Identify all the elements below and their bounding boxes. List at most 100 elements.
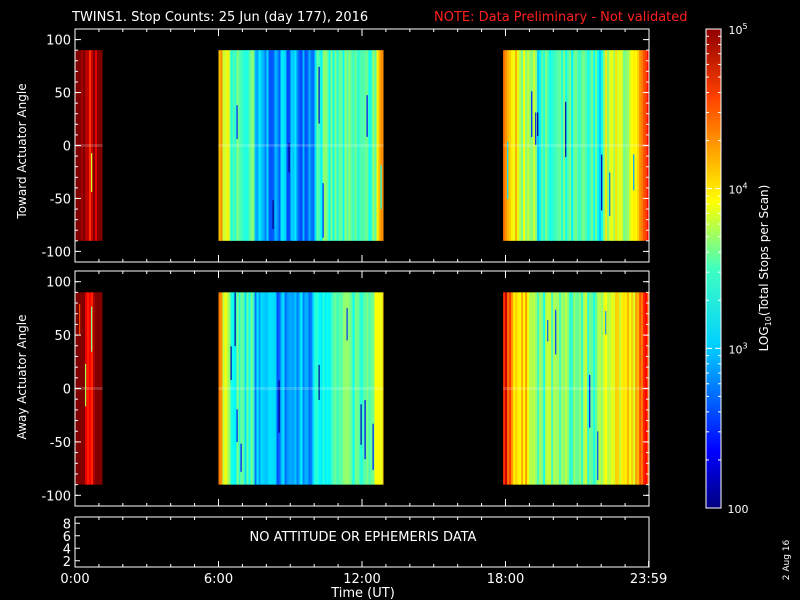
heatmap-column xyxy=(97,292,100,485)
heatmap-column xyxy=(599,292,602,485)
heatmap-column xyxy=(218,292,222,485)
heatmap-column xyxy=(306,292,310,485)
heatmap-streak xyxy=(240,443,242,472)
heatmap-column xyxy=(358,50,362,241)
heatmap-column xyxy=(85,50,88,241)
heatmap-column xyxy=(641,50,644,241)
heatmap-column xyxy=(244,50,248,241)
heatmap-column xyxy=(601,50,604,241)
heatmap-column xyxy=(629,50,632,241)
heatmap-column xyxy=(258,292,262,485)
bottom-y-tick-label: 4 xyxy=(63,542,71,557)
colorbar-tick-label: 103 xyxy=(728,341,747,356)
heatmap-column xyxy=(521,50,524,241)
y-tick-label: 50 xyxy=(54,87,71,102)
heatmap-column xyxy=(316,292,320,485)
heatmap-column xyxy=(238,50,242,241)
colorbar-frame xyxy=(705,28,722,509)
heatmap-column xyxy=(561,50,564,241)
heatmap-column xyxy=(515,50,518,241)
heatmap-column xyxy=(326,50,330,241)
heatmap-column xyxy=(376,292,380,485)
heatmap-column xyxy=(633,50,636,241)
heatmap-column xyxy=(348,292,352,485)
heatmap-column xyxy=(585,292,588,485)
heatmap-column xyxy=(639,50,642,241)
heatmap-column xyxy=(559,50,562,241)
heatmap-column xyxy=(581,292,584,485)
heatmap-column xyxy=(639,292,642,485)
heatmap-column xyxy=(382,50,384,241)
heatmap-column xyxy=(380,292,384,485)
heatmap-column xyxy=(320,50,324,241)
heatmap-column xyxy=(89,292,92,485)
heatmap-column xyxy=(631,292,634,485)
heatmap-column xyxy=(507,50,510,241)
toward-angle-panel: 100 50 0 -50 -100 xyxy=(41,28,650,263)
heatmap-column xyxy=(286,50,290,241)
heatmap-column xyxy=(284,50,288,241)
heatmap-streak xyxy=(555,309,557,355)
heatmap-column xyxy=(83,50,86,241)
heatmap-column xyxy=(352,292,356,485)
heatmap-column xyxy=(228,50,232,241)
heatmap-column xyxy=(577,50,580,241)
heatmap-column xyxy=(95,50,98,241)
heatmap-column xyxy=(234,292,238,485)
x-tick-label: 6:00 xyxy=(204,572,233,587)
y-tick-label: 50 xyxy=(54,329,71,344)
y-tick-label: 100 xyxy=(46,34,71,49)
heatmap-column xyxy=(617,292,620,485)
y-tick-label: 100 xyxy=(46,276,71,291)
heatmap-column xyxy=(282,292,286,485)
heatmap-column xyxy=(529,292,532,485)
heatmap-column xyxy=(559,292,562,485)
heatmap-column xyxy=(599,50,602,241)
heatmap-column xyxy=(551,292,554,485)
heatmap-column xyxy=(226,292,230,485)
heatmap-column xyxy=(254,292,258,485)
x-axis-label: Time (UT) xyxy=(330,586,395,600)
heatmap-column xyxy=(232,50,236,241)
heatmap-streak xyxy=(372,423,374,470)
heatmap-column xyxy=(531,292,534,485)
zero-angle-band xyxy=(75,144,103,147)
away-ylabel: Away Actuator Angle xyxy=(15,314,29,439)
heatmap-column xyxy=(240,50,244,241)
heatmap-column xyxy=(585,50,588,241)
heatmap-column xyxy=(545,50,548,241)
heatmap-column xyxy=(294,50,298,241)
y-tick-label: -100 xyxy=(41,245,71,260)
heatmap-column xyxy=(252,50,256,241)
heatmap-column xyxy=(557,292,560,485)
heatmap-column xyxy=(617,50,620,241)
heatmap-column xyxy=(629,292,632,485)
heatmap-column xyxy=(621,292,624,485)
heatmap-column xyxy=(637,292,640,485)
heatmap-column xyxy=(232,292,236,485)
heatmap-streak xyxy=(234,292,236,347)
heatmap-column xyxy=(292,292,296,485)
heatmap-column xyxy=(99,50,102,241)
heatmap-column xyxy=(575,50,578,241)
chart-title: TWINS1. Stop Counts: 25 Jun (day 177), 2… xyxy=(71,10,368,25)
heatmap-streak xyxy=(278,380,280,433)
heatmap-column xyxy=(224,292,228,485)
heatmap-column xyxy=(338,292,342,485)
heatmap-streak xyxy=(605,310,607,335)
heatmap-streak xyxy=(547,319,549,342)
data-segment xyxy=(218,292,384,485)
heatmap-column xyxy=(228,292,232,485)
heatmap-column xyxy=(268,292,272,485)
heatmap-column xyxy=(220,292,224,485)
heatmap-column xyxy=(627,292,630,485)
heatmap-column xyxy=(577,292,580,485)
heatmap-column xyxy=(533,50,536,241)
heatmap-streak xyxy=(230,346,232,381)
heatmap-column xyxy=(300,292,304,485)
heatmap-column xyxy=(326,292,330,485)
heatmap-column xyxy=(220,50,224,241)
heatmap-column xyxy=(529,50,532,241)
heatmap-column xyxy=(306,50,310,241)
